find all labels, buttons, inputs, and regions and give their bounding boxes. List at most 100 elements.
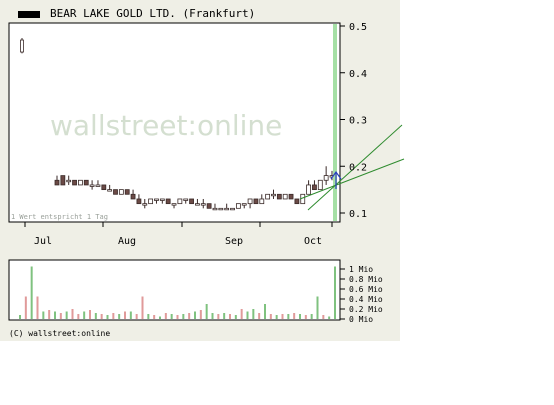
- volume-bar: [118, 314, 121, 319]
- candle-body: [154, 198, 159, 201]
- candle-body: [113, 189, 118, 195]
- volume-bar: [71, 309, 74, 319]
- volume-bar: [65, 311, 68, 319]
- candle-body: [124, 189, 130, 195]
- volume-bar: [48, 310, 51, 319]
- candle-body: [83, 179, 89, 186]
- candle-body: [195, 203, 200, 206]
- candle-body: [276, 193, 282, 200]
- arrow-head: [330, 170, 342, 180]
- volume-plot-area: [8, 259, 341, 321]
- y-tick-label: 0.5: [349, 22, 367, 33]
- chart-title: BEAR LAKE GOLD LTD. (Frankfurt): [50, 7, 256, 20]
- price-plot-area: [8, 22, 341, 223]
- candle-body: [282, 193, 288, 200]
- volume-bar: [246, 311, 249, 319]
- candle-body: [72, 179, 77, 186]
- candle-body: [312, 184, 317, 191]
- candle-body: [317, 179, 323, 191]
- candle-body: [259, 198, 265, 205]
- candle-body: [159, 198, 165, 201]
- y-tick-label: 0.2: [349, 162, 367, 173]
- candle-body: [101, 184, 107, 191]
- volume-bar: [153, 315, 156, 319]
- legend-swatch: [18, 11, 40, 18]
- volume-bar: [141, 296, 144, 319]
- volume-bar: [252, 309, 255, 319]
- volume-bar: [182, 314, 185, 319]
- y-tick-label: 0.1: [349, 209, 367, 220]
- candle-body: [265, 193, 271, 200]
- volume-bar: [304, 315, 307, 319]
- candle-body: [89, 184, 95, 187]
- volume-bar: [211, 313, 214, 319]
- candle-body: [130, 193, 136, 200]
- volume-bar: [188, 313, 191, 319]
- volume-bar: [229, 314, 231, 319]
- vol-y-tick-label: 0.4 Mio: [349, 295, 383, 304]
- volume-bar: [281, 314, 284, 319]
- candle-body: [189, 198, 194, 205]
- candle-body: [218, 207, 224, 211]
- candle-body: [288, 193, 294, 200]
- volume-bar: [24, 296, 27, 319]
- candle-body: [107, 189, 113, 192]
- candle-body: [212, 207, 218, 211]
- volume-bar: [199, 310, 202, 319]
- volume-bar: [54, 311, 56, 319]
- candle-body: [177, 198, 183, 205]
- volume-bar: [83, 311, 86, 319]
- volume-bar: [328, 316, 331, 319]
- candle-body: [253, 198, 259, 205]
- candle-body: [230, 207, 235, 211]
- latest-marker-bar: [333, 24, 337, 221]
- candle-body: [306, 184, 311, 195]
- candle-body: [136, 198, 142, 205]
- volume-bar: [147, 314, 150, 319]
- volume-bar: [287, 314, 290, 319]
- candle-body: [54, 179, 60, 186]
- volume-bar: [217, 314, 220, 319]
- volume-bar: [264, 304, 266, 319]
- candle-body: [142, 203, 148, 206]
- vol-y-tick-label: 1 Mio: [349, 265, 373, 274]
- candle-body: [323, 175, 329, 181]
- candle-body: [235, 203, 241, 209]
- candle-body: [271, 193, 276, 197]
- volume-bar: [112, 313, 115, 319]
- volume-bar: [42, 311, 45, 319]
- candle-body: [60, 175, 66, 186]
- volume-bar: [124, 311, 126, 319]
- volume-bar: [293, 313, 296, 319]
- candle-body: [200, 203, 206, 206]
- chart-note: 1 Wert entspricht 1 Tag: [11, 213, 108, 221]
- candle-body: [171, 203, 177, 206]
- volume-bar: [94, 313, 97, 319]
- volume-bar: [89, 310, 91, 319]
- volume-bar: [129, 311, 132, 319]
- volume-bar: [106, 315, 109, 319]
- x-tick-label: Oct: [304, 236, 322, 247]
- candle-body: [66, 179, 72, 183]
- candle-body: [206, 203, 212, 209]
- candle-body: [78, 179, 83, 186]
- volume-bar: [316, 296, 319, 319]
- volume-bar: [194, 311, 196, 319]
- volume-bar: [269, 314, 272, 319]
- volume-bar: [159, 316, 161, 319]
- volume-bar: [310, 314, 313, 319]
- trend-line: [307, 124, 403, 211]
- volume-bar: [19, 315, 21, 319]
- volume-bar: [205, 304, 208, 319]
- candle-body: [224, 207, 230, 211]
- volume-bar: [176, 315, 179, 319]
- volume-bar: [275, 315, 278, 319]
- candle-body: [95, 184, 101, 187]
- volume-bar: [100, 314, 103, 319]
- volume-bar: [30, 266, 33, 319]
- x-tick-label: Jul: [34, 236, 52, 247]
- volume-bar: [164, 313, 167, 319]
- x-tick-label: Sep: [225, 236, 243, 247]
- volume-bar: [258, 313, 261, 319]
